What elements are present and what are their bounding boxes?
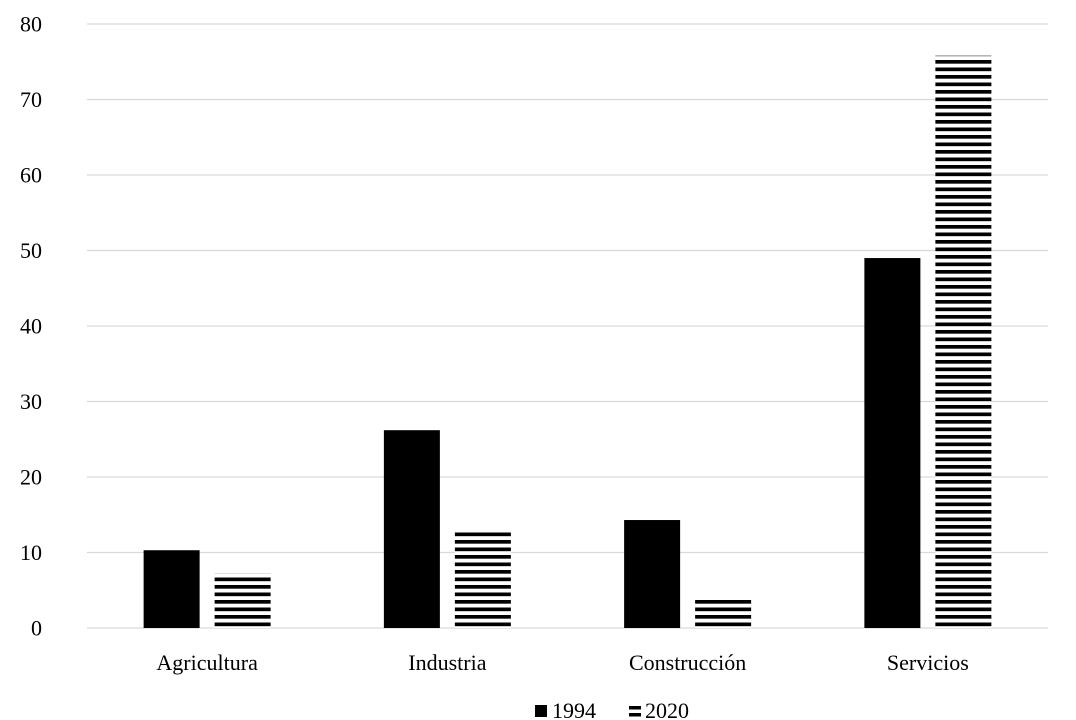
y-tick-label: 60 [20,163,42,188]
bar-1994-servicios [864,258,921,628]
legend-swatch-1994 [535,705,547,717]
x-category-label: Industria [408,650,486,675]
x-category-label: Agricultura [156,650,258,675]
y-axis-tick-labels: 0 10 20 30 40 50 60 70 80 [20,12,42,641]
y-tick-label: 70 [20,87,42,112]
y-tick-label: 50 [20,238,42,263]
bar-2020-agricultura [214,573,271,628]
legend-label-2020: 2020 [645,698,689,720]
y-tick-label: 40 [20,314,42,339]
legend-swatch-2020 [629,706,641,717]
bar-1994-agricultura [143,550,200,628]
x-category-label: Servicios [887,650,969,675]
bars [143,55,992,628]
y-tick-label: 10 [20,540,42,565]
bar-1994-construcción [624,520,681,628]
bar-2020-construcción [695,597,752,628]
legend-label-1994: 1994 [552,698,596,720]
bar-1994-industria [383,430,440,628]
gridlines [87,23,1048,629]
legend: 1994 2020 [535,698,689,720]
x-category-label: Construcción [629,650,746,675]
y-tick-label: 30 [20,389,42,414]
y-tick-label: 80 [20,12,42,37]
bar-2020-industria [454,530,511,628]
bar-2020-servicios [935,55,992,628]
y-tick-label: 20 [20,465,42,490]
y-tick-label: 0 [31,616,42,641]
x-axis-category-labels: Agricultura Industria Construcción Servicio… [156,650,968,675]
